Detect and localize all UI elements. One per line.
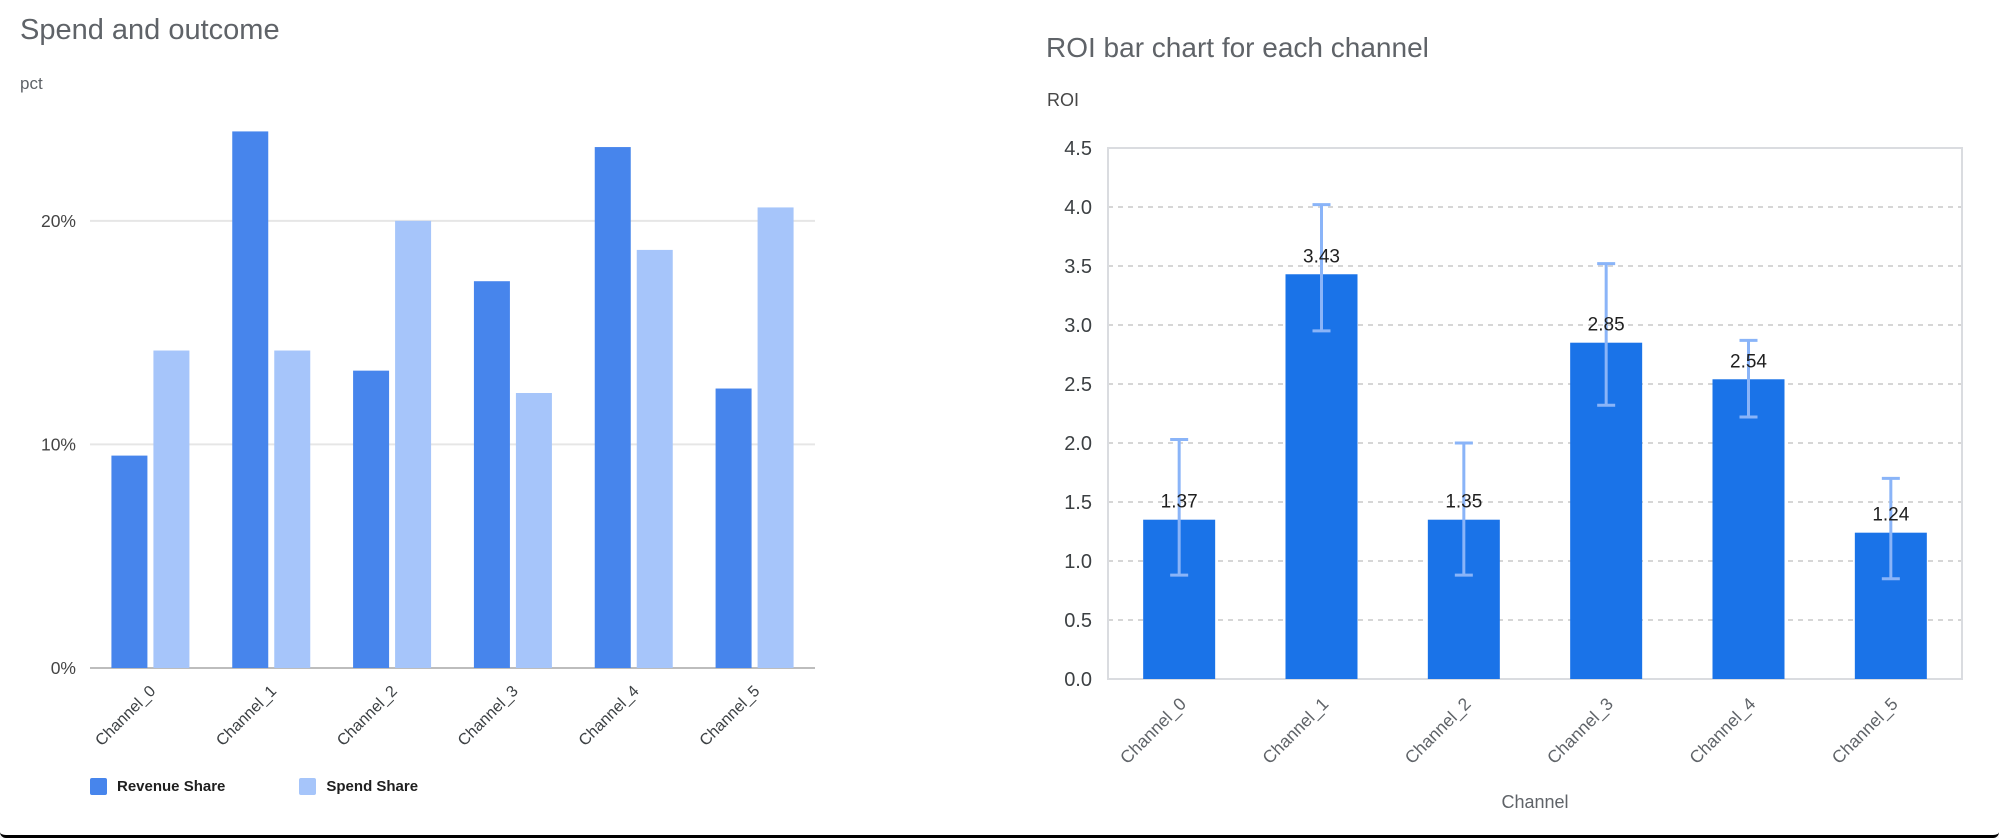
- legend-label-spend-share: Spend Share: [326, 778, 419, 795]
- legend: Revenue Share Spend Share: [90, 778, 418, 795]
- revenue-share-swatch-icon: [90, 778, 107, 795]
- value-label: 3.43: [1303, 246, 1340, 267]
- right-chart-x-axis-label: Channel: [1501, 792, 1569, 812]
- y-tick-label: 0.0: [1064, 669, 1092, 691]
- y-tick-label: 1.0: [1064, 551, 1092, 573]
- x-category-label: Channel_0: [1116, 693, 1191, 768]
- left-chart-title: Spend and outcome: [20, 14, 280, 46]
- bar-Channel_2-1: [395, 220, 432, 669]
- y-tick-label: 20%: [41, 211, 76, 231]
- y-tick-label: 3.0: [1064, 315, 1092, 337]
- bar-Channel_1: [1285, 274, 1358, 679]
- x-category-label: Channel_2: [334, 683, 401, 750]
- legend-item-spend-share: Spend Share: [299, 778, 418, 795]
- y-tick-label: 2.5: [1064, 374, 1092, 396]
- bar-Channel_0-0: [111, 455, 148, 668]
- value-label: 1.37: [1161, 492, 1198, 513]
- y-tick-label: 4.0: [1064, 197, 1092, 219]
- value-label: 1.35: [1445, 492, 1482, 513]
- y-tick-label: 0%: [51, 658, 76, 678]
- bar-Channel_1-1: [274, 350, 311, 668]
- bar-Channel_5-1: [757, 207, 794, 668]
- bar-Channel_2-0: [353, 370, 390, 668]
- bar-Channel_4: [1712, 379, 1785, 679]
- x-category-label: Channel_4: [1685, 693, 1760, 768]
- x-category-label: Channel_1: [1258, 694, 1333, 769]
- x-category-label: Channel_4: [576, 683, 643, 750]
- x-category-label: Channel_3: [1543, 694, 1618, 769]
- x-category-label: Channel_2: [1401, 694, 1476, 769]
- bar-Channel_5-0: [715, 388, 752, 668]
- x-category-label: Channel_1: [213, 683, 280, 750]
- plot-border: [1107, 147, 1963, 680]
- value-label: 2.85: [1588, 315, 1625, 336]
- value-label: 1.24: [1872, 505, 1909, 526]
- y-tick-label: 1.5: [1064, 492, 1092, 514]
- bar-Channel_4-0: [594, 147, 631, 668]
- y-tick-label: 4.5: [1064, 138, 1092, 160]
- bar-Channel_3-0: [473, 281, 510, 668]
- y-tick-label: 10%: [41, 434, 76, 454]
- spend-share-swatch-icon: [299, 778, 317, 795]
- y-tick-label: 2.0: [1064, 433, 1092, 455]
- x-category-label: Channel_3: [455, 683, 522, 750]
- x-category-label: Channel_0: [92, 683, 159, 750]
- left-chart-y-axis-label: pct: [20, 74, 43, 93]
- bar-Channel_4-1: [636, 249, 673, 668]
- legend-label-revenue-share: Revenue Share: [117, 778, 226, 795]
- value-label: 2.54: [1730, 351, 1767, 372]
- y-tick-label: 0.5: [1064, 610, 1092, 632]
- x-category-label: Channel_5: [1828, 694, 1903, 769]
- right-chart-y-axis-label: ROI: [1047, 90, 1080, 110]
- bar-Channel_3-1: [515, 393, 552, 668]
- x-category-label: Channel_5: [697, 683, 764, 750]
- legend-item-revenue-share: Revenue Share: [90, 778, 225, 795]
- bar-Channel_1-0: [232, 131, 269, 669]
- y-tick-label: 3.5: [1064, 256, 1092, 278]
- bar-Channel_0-1: [153, 350, 190, 668]
- right-chart-title: ROI bar chart for each channel: [1046, 32, 1429, 63]
